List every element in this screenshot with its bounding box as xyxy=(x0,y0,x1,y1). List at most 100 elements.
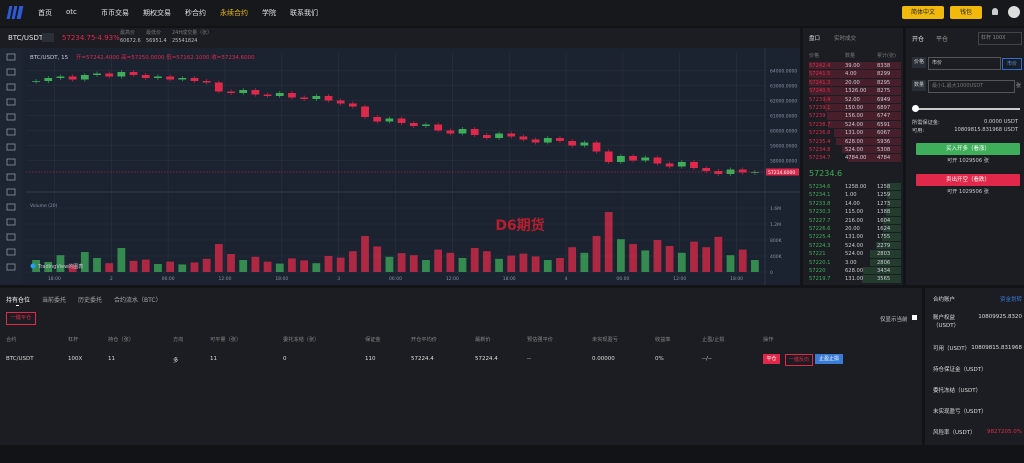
nav-item[interactable]: 学院 xyxy=(262,9,276,17)
only-current-checkbox[interactable] xyxy=(912,315,917,320)
candle xyxy=(56,76,65,78)
candle xyxy=(495,133,503,138)
x-tick-label: 4 xyxy=(565,276,568,282)
nav-item[interactable]: 首页 xyxy=(38,9,52,17)
row-action[interactable]: 一键反向 xyxy=(785,354,813,366)
volume-bar xyxy=(80,252,89,272)
trade-tab[interactable]: 开仓 xyxy=(912,36,925,43)
account-label: 账户权益（USDT） xyxy=(933,315,960,329)
depth-bar xyxy=(809,78,901,87)
row-action[interactable]: 止盈止损 xyxy=(815,354,843,364)
candle xyxy=(154,76,162,78)
book-price: 57242.4 xyxy=(809,63,831,69)
pair-dropdown[interactable] xyxy=(42,33,54,42)
book-price: 57239 xyxy=(809,113,826,120)
candle xyxy=(202,81,211,83)
position-tab[interactable]: 当前委托 xyxy=(42,297,67,304)
candle xyxy=(470,129,479,135)
avail-value: 10809815.831968 USDT xyxy=(954,127,1018,133)
volume-bar xyxy=(519,253,528,272)
table-header: 收益率 xyxy=(655,337,671,343)
toolbar-icon xyxy=(6,143,16,151)
y-tick-label: 60000.0000 xyxy=(770,129,797,135)
book-tab[interactable]: 盘口 xyxy=(809,36,821,42)
nav-item[interactable]: 期权交易 xyxy=(143,9,171,17)
transfer-link[interactable]: 资金划转 xyxy=(999,297,1022,303)
y2-tick-label: 400K xyxy=(770,254,783,260)
nav-item[interactable]: otc xyxy=(66,8,77,16)
volume-bar xyxy=(105,263,114,272)
book-tab[interactable]: 实时成交 xyxy=(834,36,857,42)
position-tab[interactable]: 历史委托 xyxy=(78,297,103,304)
book-amount: 524.00 xyxy=(845,121,864,128)
bell-icon[interactable] xyxy=(992,8,998,15)
x-tick-label: 12:00 xyxy=(218,276,231,282)
candle xyxy=(275,93,284,96)
x-tick-label: 06:00 xyxy=(162,276,175,282)
candle xyxy=(616,156,625,162)
depth-bar xyxy=(870,250,901,258)
sell-button[interactable]: 卖出开空（看跌） xyxy=(916,174,1020,186)
language-button[interactable]: 简体中文 xyxy=(902,6,944,19)
qty-input[interactable]: 最小1,最大1000USDT xyxy=(928,80,1015,93)
position-tab[interactable]: 持有仓位 xyxy=(6,297,31,304)
book-total: 6591 xyxy=(877,121,891,128)
toolbar-icon xyxy=(6,263,16,271)
candle xyxy=(507,133,516,137)
candle xyxy=(68,76,77,80)
stat-value: 25541824 xyxy=(172,38,198,44)
candle xyxy=(263,94,272,96)
volume-bar xyxy=(580,252,589,272)
table-header: 合约 xyxy=(6,337,17,343)
candle xyxy=(385,118,394,122)
volume-bar xyxy=(239,260,248,272)
nav-item[interactable]: 币币交易 xyxy=(101,9,129,17)
table-header: 保证金 xyxy=(365,337,381,343)
book-price: 57238.7 xyxy=(809,121,831,128)
depth-bar xyxy=(881,233,901,241)
slider-knob[interactable] xyxy=(912,105,919,112)
price-button[interactable]: 市价 xyxy=(1002,58,1022,70)
order-book: 盘口 实时成交 价格 数量 累计(张) 57242.4 39.00 8338 57241.5 4.… xyxy=(803,28,903,285)
volume-bar xyxy=(336,257,345,272)
nav-item[interactable]: 联系我们 xyxy=(290,9,318,17)
book-header: 价格 xyxy=(809,53,820,59)
position-tab[interactable]: 合约流水（BTC） xyxy=(114,297,162,304)
nav-item[interactable]: 秒合约 xyxy=(185,9,206,17)
buy-button[interactable]: 买入开多（看涨） xyxy=(916,143,1020,155)
wallet-button[interactable]: 钱包 xyxy=(950,6,982,19)
avatar[interactable] xyxy=(1008,6,1020,18)
book-total: 8275 xyxy=(877,88,891,95)
account-value: 10809815.831968 xyxy=(971,345,1022,351)
price-input[interactable]: 市价 xyxy=(928,57,1001,70)
row-action[interactable]: 平仓 xyxy=(763,354,780,364)
x-tick-label: 06:00 xyxy=(389,276,402,282)
toolbar-icon xyxy=(6,113,16,121)
margin-label: 所需保证金: xyxy=(912,120,940,126)
y-tick-label: 61000.0000 xyxy=(770,114,797,120)
candle xyxy=(604,151,613,162)
trade-tab[interactable]: 平仓 xyxy=(936,36,949,43)
book-amount: 628.00 xyxy=(845,138,864,145)
volume-bar xyxy=(751,260,759,272)
toolbar-icon xyxy=(6,158,16,166)
candle xyxy=(482,135,491,138)
nav-bar: 首页 otc 币币交易 期权交易 秒合约 永续合约 学院 联系我们 简体中文 钱包 xyxy=(0,0,1024,26)
account-label: 委托冻结（USDT） xyxy=(933,388,982,394)
volume-bar xyxy=(409,255,418,272)
close-all-button[interactable]: 一键平仓 xyxy=(6,312,36,325)
nav-item[interactable]: 永续合约 xyxy=(220,9,248,17)
book-total: 5308 xyxy=(877,147,891,153)
volume-bar xyxy=(458,258,467,272)
book-total: 2279 xyxy=(877,242,891,249)
volume-bar xyxy=(641,250,650,272)
volume-bar xyxy=(677,252,686,272)
depth-bar xyxy=(883,216,901,224)
table-header: 杠杆 xyxy=(68,337,79,343)
depth-bar xyxy=(870,258,901,266)
table-header: 未实现盈亏 xyxy=(592,337,618,343)
volume-bar xyxy=(141,259,150,272)
leverage-input[interactable]: 杠杆 100X xyxy=(978,32,1022,45)
volume-bar xyxy=(166,261,175,272)
credit-icon xyxy=(30,263,36,269)
